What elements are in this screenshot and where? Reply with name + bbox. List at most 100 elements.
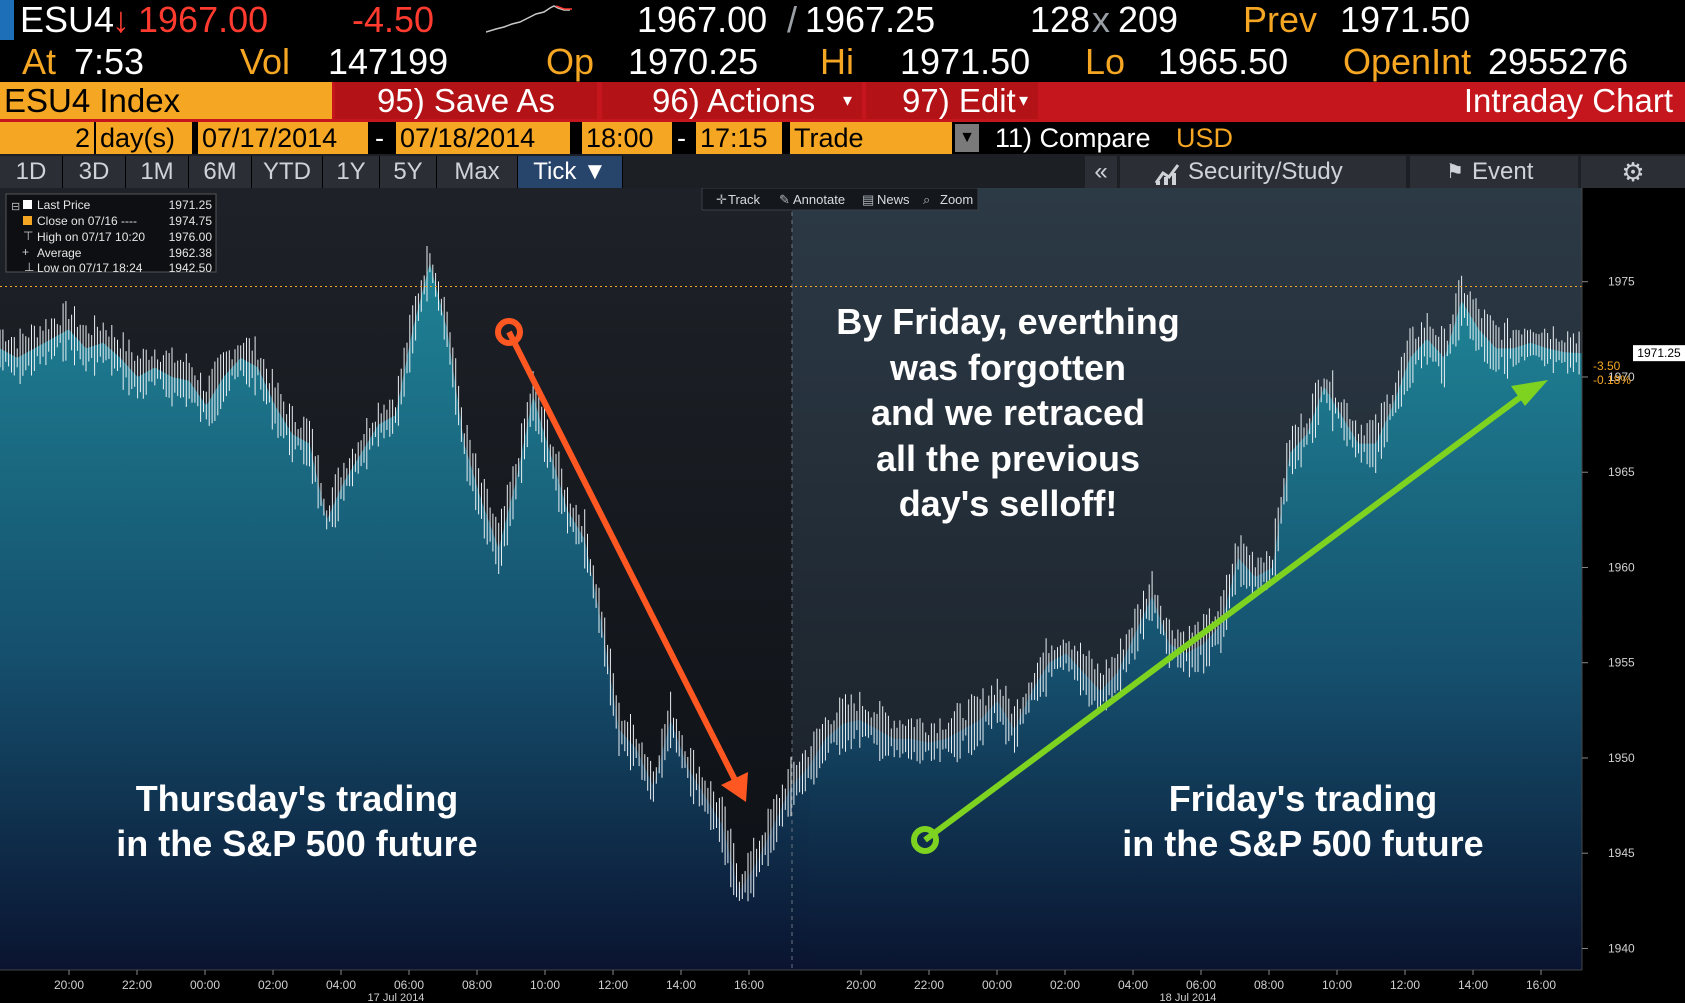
security-field[interactable]: ESU4 Index [0,82,332,119]
edit-menu[interactable]: 97) Edit ▾ [866,82,1038,119]
middle-annotation-line-3: and we retraced [871,392,1145,433]
x-axis-panel [0,970,1685,1003]
x-tick-label-day1: 06:00 [394,978,424,992]
middle-annotation-line-1: By Friday, everthing [836,301,1179,342]
annotate-tool[interactable]: Annotate [793,192,845,207]
thursday-annotation-line-1: Thursday's trading [136,778,459,819]
track-tool[interactable]: Track [728,192,761,207]
low-value: 1965.50 [1158,41,1289,82]
legend-value-average: 1962.38 [169,246,213,260]
news-tool[interactable]: News [877,192,910,207]
range-tab-ytd[interactable]: YTD [252,156,323,188]
compare-button[interactable]: 11) Compare [995,123,1151,153]
start-date-input[interactable]: 07/17/2014 [198,122,368,154]
y-tick-label: 1960 [1608,560,1635,574]
end-time-input[interactable]: 17:15 [696,122,782,154]
bid-size: 128 [1030,0,1091,40]
y-tick-label: 1955 [1608,656,1635,670]
price-area-session-1 [0,262,809,970]
intraday-chart[interactable]: 1940 1945 1950 1955 1960 1965 1970 1975 20:00 22… [0,188,1685,1003]
x-tick-label-day1: 22:00 [122,978,152,992]
range-tab-tick[interactable]: Tick ▼ [518,156,623,188]
x-tick-label-day1: 08:00 [462,978,492,992]
range-tab-1d[interactable]: 1D [0,156,63,188]
x-tick-label-day2: 02:00 [1050,978,1080,992]
zoom-tool[interactable]: Zoom [940,192,973,207]
x-tick-label-day2: 04:00 [1118,978,1148,992]
event-button[interactable]: ⚑ Event [1410,156,1578,188]
time-dash: - [677,123,686,153]
legend-label-high: High on 07/17 10:20 [37,230,145,244]
range-tab-6m[interactable]: 6M [189,156,252,188]
size-separator: x [1092,0,1110,40]
price-area-session-2 [808,300,1582,970]
x-tick-label-day2: 14:00 [1458,978,1488,992]
x-tick-label-day1: 12:00 [598,978,628,992]
x-tick-label-day1: 04:00 [326,978,356,992]
bid-ask-separator: / [787,0,798,40]
end-date-input[interactable]: 07/18/2014 [396,122,570,154]
security-study-button[interactable]: Security/Study [1120,156,1406,188]
actions-menu-label: 96) Actions [652,82,816,119]
start-time-input[interactable]: 18:00 [582,122,672,154]
y-tick-label: 1945 [1608,846,1635,860]
currency-label[interactable]: USD [1176,123,1234,153]
x-tick-label-day2: 00:00 [982,978,1012,992]
range-tab-max[interactable]: Max [437,156,518,188]
x-tick-label-day1: 20:00 [54,978,84,992]
dropdown-arrow-icon[interactable]: ▼ [955,124,979,152]
days-input[interactable]: 2 [0,122,94,154]
bid-price: 1967.00 [637,0,768,40]
ticker-symbol: ESU4 [20,0,115,40]
legend-box: ⊤ + ⊥ ⊟ Last Price 1971.25 Close on 07/1… [5,193,217,275]
y-tick-label: 1950 [1608,751,1635,765]
range-tab-5y[interactable]: 5Y [380,156,437,188]
actions-menu[interactable]: 96) Actions ▾ [602,82,862,119]
mode-select[interactable]: Trade [790,122,952,154]
low-label: Lo [1085,41,1126,82]
net-change: -4.50 [352,0,435,40]
friday-annotation-line-2: in the S&P 500 future [1122,823,1483,864]
high-label: Hi [820,41,854,82]
range-tab-1y[interactable]: 1Y [323,156,380,188]
x-tick-label-day2: 12:00 [1390,978,1420,992]
gear-icon[interactable]: ⚙ [1581,156,1685,188]
caret-down-icon: ▾ [842,90,852,110]
collapse-button[interactable]: « [1085,156,1117,188]
page-title-bar: Intraday Chart [1042,82,1685,119]
y-tick-label: 1975 [1608,275,1635,289]
range-tab-1m[interactable]: 1M [126,156,189,188]
vol-value: 147199 [328,41,449,82]
ticker-marker [0,0,14,40]
open-interest-label: OpenInt [1343,41,1472,82]
date-label-day2: 18 Jul 2014 [1160,992,1217,1003]
range-tab-3d[interactable]: 3D [63,156,126,188]
open-interest-value: 2955276 [1488,41,1629,82]
middle-annotation-line-5: day's selloff! [899,483,1118,524]
sparkline-icon [486,5,572,33]
y-axis-panel [1582,188,1685,970]
x-tick-label-day2: 22:00 [914,978,944,992]
legend-value-last: 1971.25 [169,198,213,212]
legend-value-low: 1942.50 [169,261,213,275]
x-tick-label-day1: 10:00 [530,978,560,992]
up-trend-arrow [911,380,1548,854]
at-label: At [22,41,57,82]
middle-annotation-line-2: was forgotten [889,347,1126,388]
ask-size: 209 [1118,0,1179,40]
middle-annotation-line-4: all the previous [876,438,1140,479]
date-label-day1: 17 Jul 2014 [368,992,425,1003]
quote-row-1: ESU4 ↓ 1967.00 -4.50 1967.00 / 1967.25 1… [0,0,1685,42]
x-tick-label-day1: 14:00 [666,978,696,992]
legend-swatch-last [23,200,32,209]
quote-row-2: At 7:53 Vol 147199 Op 1970.25 Hi 1971.50… [0,42,1685,82]
x-tick-label-day2: 20:00 [846,978,876,992]
thursday-annotation-line-2: in the S&P 500 future [116,823,477,864]
x-tick-label-day2: 16:00 [1526,978,1556,992]
open-label: Op [546,41,595,82]
legend-label-last: Last Price [37,198,91,212]
average-marker-icon: + [22,245,29,259]
y-tick-label: 1940 [1608,941,1635,955]
save-as-button[interactable]: 95) Save As [335,82,597,119]
x-tick-label-day1: 00:00 [190,978,220,992]
